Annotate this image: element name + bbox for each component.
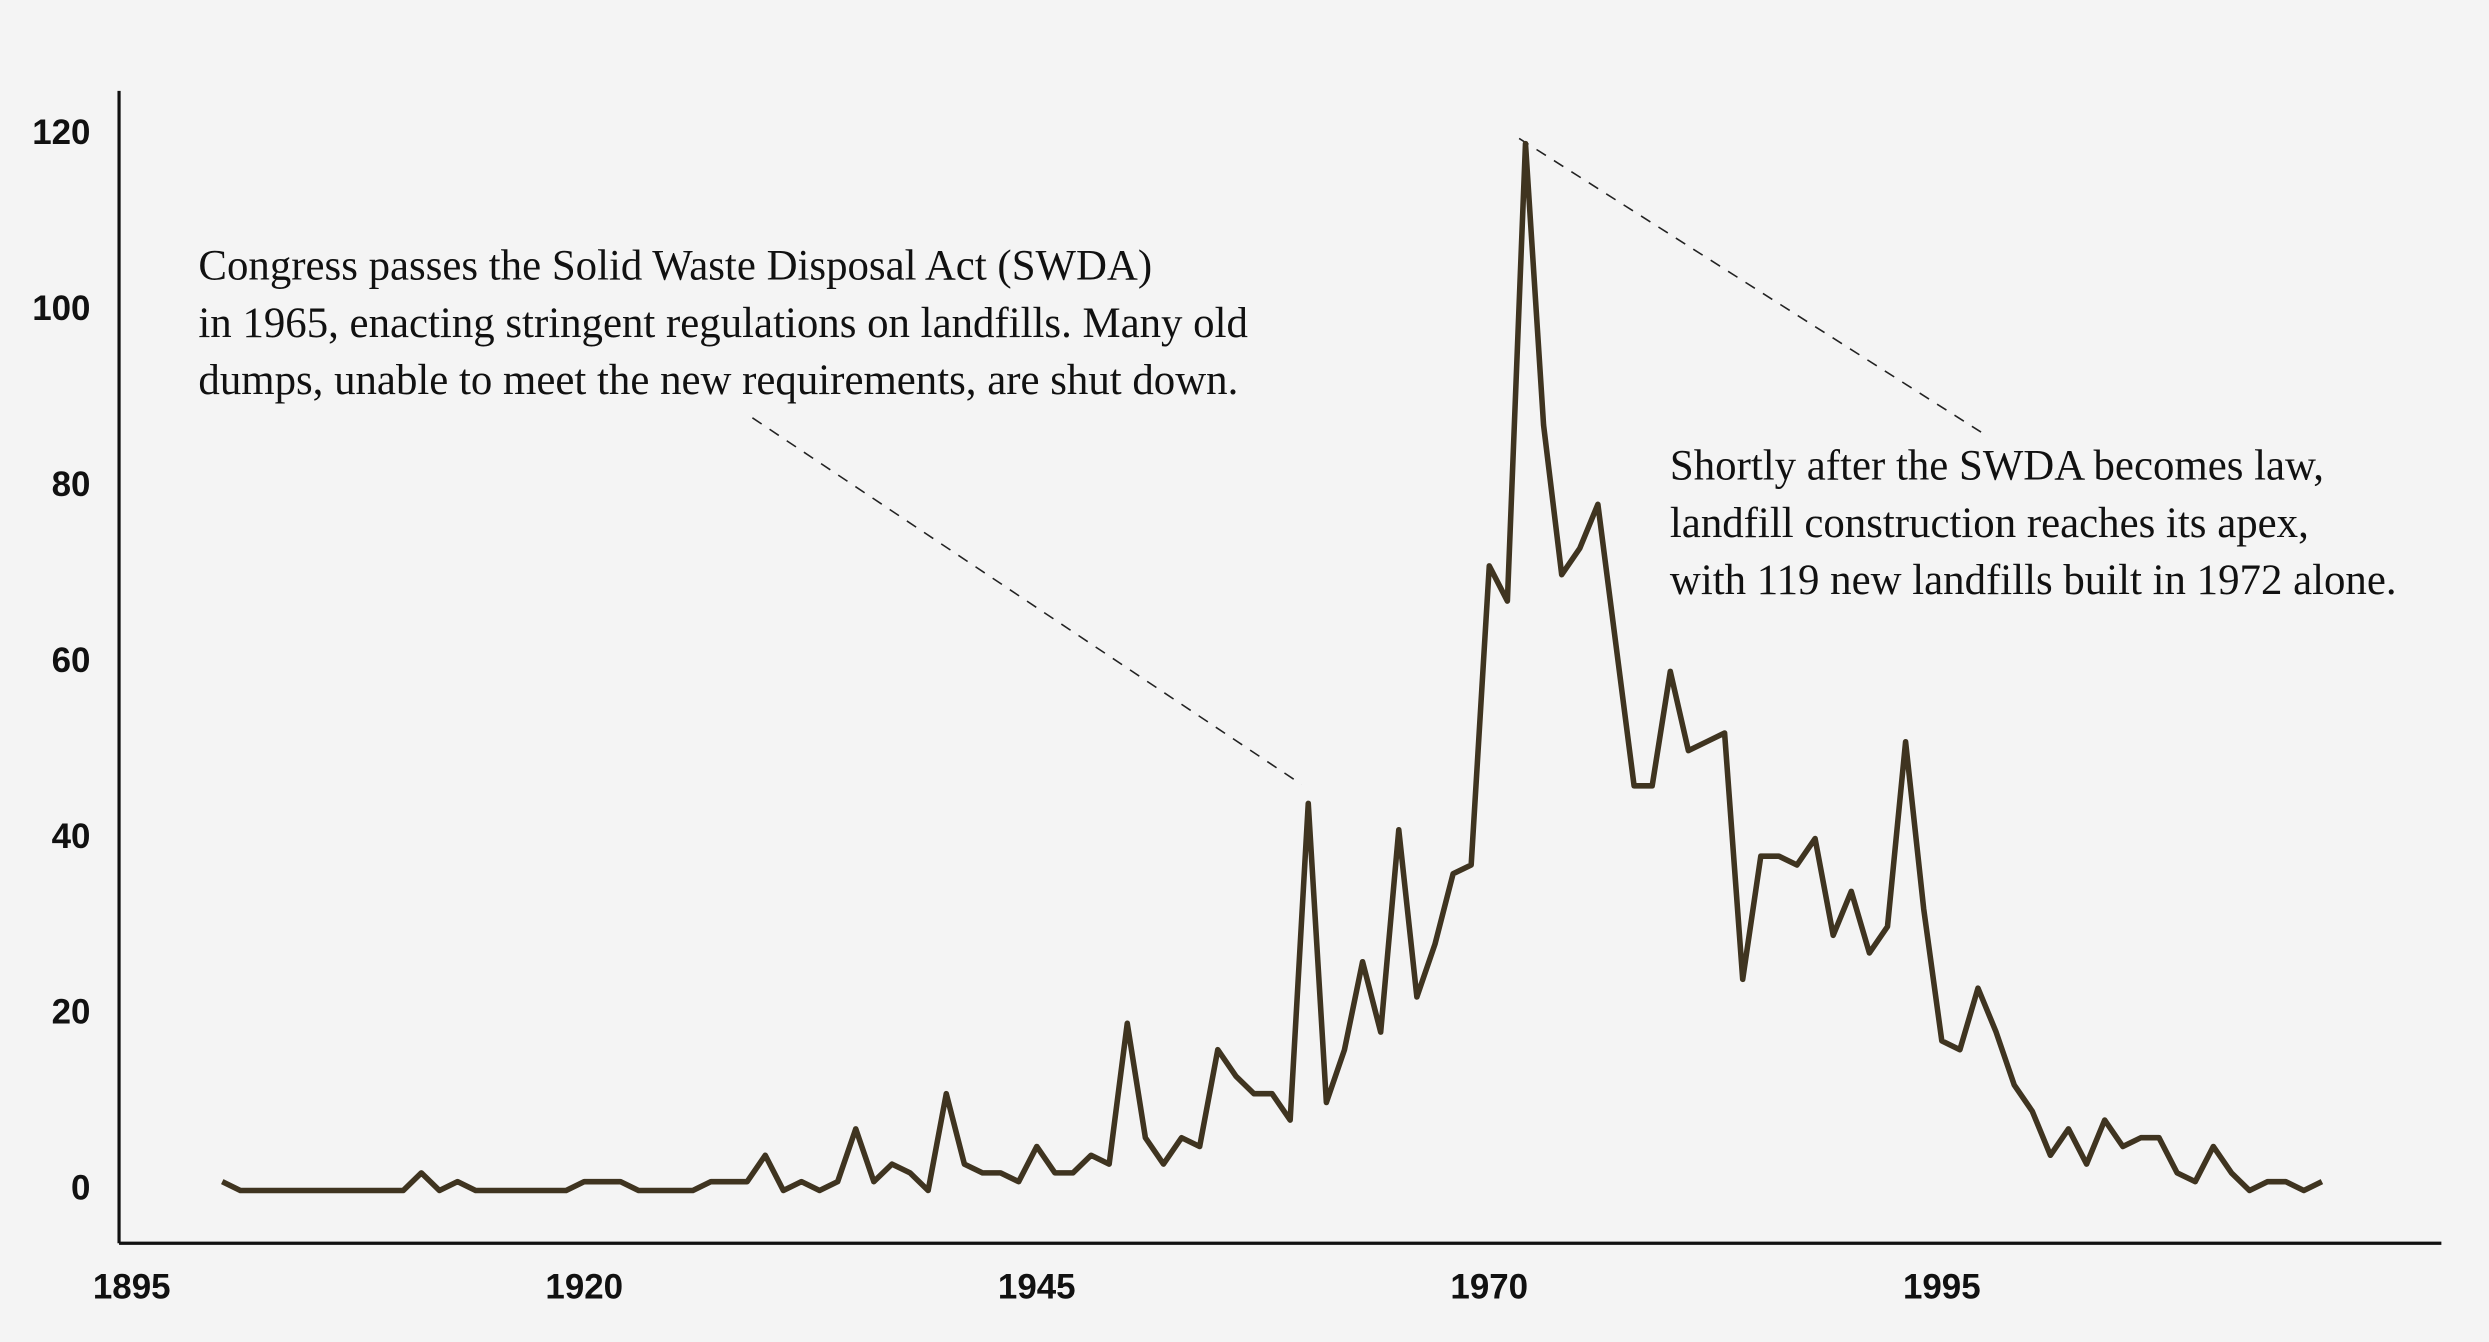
y-tick-label: 20 — [52, 993, 91, 1032]
x-tick-label: 1995 — [1903, 1268, 1981, 1307]
annotation-text: dumps, unable to meet the new requiremen… — [198, 357, 1238, 404]
y-tick-label: 120 — [32, 113, 90, 152]
y-tick-label: 60 — [52, 641, 91, 680]
annotation-text: landfill construction reaches its apex, — [1670, 500, 2309, 547]
x-tick-label: 1920 — [545, 1268, 623, 1307]
x-tick-label: 1895 — [93, 1268, 171, 1307]
annotation-text: Shortly after the SWDA becomes law, — [1670, 443, 2324, 490]
data-line — [221, 140, 2324, 1194]
y-tick-label: 0 — [71, 1169, 90, 1208]
y-tick-label: 80 — [52, 465, 91, 504]
x-tick-label: 1945 — [998, 1268, 1076, 1307]
y-tick-label: 40 — [52, 817, 91, 856]
annotations: Congress passes the Solid Waste Disposal… — [198, 243, 2396, 604]
annotation-leader — [1518, 137, 1982, 433]
y-tick-label: 100 — [32, 289, 90, 328]
annotation-leader — [751, 417, 1303, 786]
x-tick-label: 1970 — [1450, 1268, 1528, 1307]
annotation-text: in 1965, enacting stringent regulations … — [198, 300, 1248, 347]
annotation-text: Congress passes the Solid Waste Disposal… — [198, 243, 1152, 290]
annotation-text: with 119 new landfills built in 1972 alo… — [1670, 557, 2397, 604]
